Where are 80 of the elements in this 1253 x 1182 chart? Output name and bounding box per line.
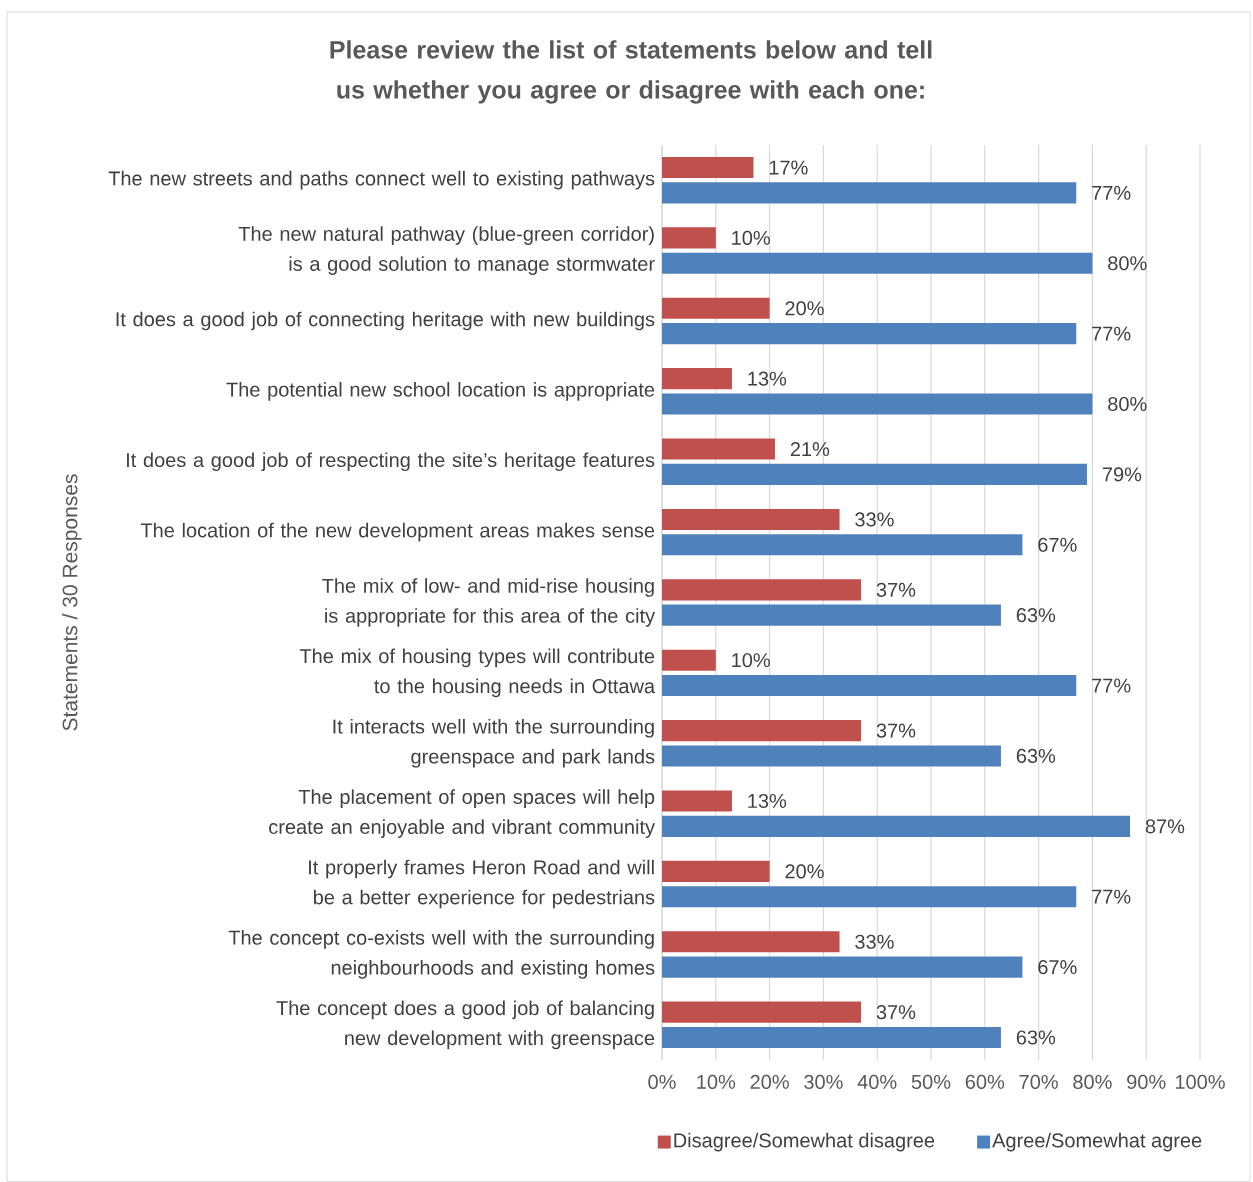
x-tick-label: 40% — [857, 1074, 897, 1090]
data-label: 13% — [748, 371, 787, 386]
data-label: 77% — [1092, 678, 1131, 693]
data-label: 37% — [876, 1005, 916, 1020]
y-tick-label: The new streets and paths connect well to existing pathways — [108, 170, 655, 190]
bar — [662, 745, 1001, 767]
x-tick-label: 100% — [1175, 1074, 1225, 1090]
data-label: 21% — [790, 442, 830, 457]
data-label: 79% — [1102, 467, 1142, 482]
bar — [662, 860, 770, 882]
bar — [662, 931, 840, 953]
x-tick-label: 70% — [1019, 1074, 1058, 1090]
bar — [662, 508, 840, 530]
data-label: 80% — [1108, 396, 1147, 412]
y-tick-label: The potential new school location is appropriate — [226, 382, 655, 401]
bar — [662, 1026, 1001, 1049]
data-label: 37% — [876, 582, 916, 597]
y-tick-label: The mix of housing types will contribute to the housing needs in Ottawa — [299, 648, 656, 698]
chart-title: Please review the list of statements below and tell us whether you agree or disagree with each one: — [330, 40, 932, 104]
x-tick-label: 30% — [804, 1074, 843, 1090]
bar — [662, 790, 732, 812]
data-label: 33% — [855, 512, 894, 527]
data-label: 33% — [855, 934, 894, 949]
data-label: 13% — [748, 793, 787, 809]
bar — [662, 1001, 862, 1023]
legend-label: Agree/Somewhat agree — [992, 1132, 1202, 1152]
y-tick-label: The mix of low- and mid-rise housing is appropriate for this area of the city — [322, 578, 656, 627]
x-tick-label: 10% — [697, 1074, 736, 1090]
data-label: 77% — [1092, 326, 1131, 341]
bar — [662, 463, 1088, 485]
x-tick-label: 90% — [1127, 1074, 1166, 1090]
bar — [662, 720, 862, 742]
bar — [662, 438, 775, 460]
x-tick-label: 80% — [1073, 1074, 1112, 1090]
bar — [662, 323, 1077, 345]
data-label: 10% — [732, 230, 770, 245]
x-tick-label: 0% — [648, 1074, 676, 1090]
y-tick-label: It does a good job of connecting heritage with new buildings — [116, 311, 655, 331]
y-tick-label: The new natural pathway (blue-green corridor) is a good solution to manage stormwater — [238, 226, 655, 275]
data-label: 80% — [1108, 256, 1147, 271]
bar — [662, 956, 1023, 978]
y-tick-label: It properly frames Heron Road and will be a better experience for pedestrians — [309, 859, 655, 909]
bar — [662, 368, 732, 390]
data-label: 10% — [732, 653, 770, 668]
data-label: 63% — [1016, 608, 1056, 623]
data-label: 87% — [1145, 819, 1185, 834]
bar — [662, 649, 716, 671]
y-tick-label: The concept does a good job of balancing new development with greenspace — [276, 1000, 655, 1050]
bar — [662, 604, 1001, 626]
y-tick-label: The concept co-exists well with the surrounding neighbourhoods and existing homes — [228, 930, 655, 979]
data-label: 20% — [785, 301, 824, 316]
bar — [662, 252, 1093, 274]
data-label: 37% — [876, 723, 916, 738]
legend-label: Disagree/Somewhat disagree — [674, 1132, 935, 1152]
x-tick-label: 60% — [965, 1074, 1005, 1090]
y-tick-label: It does a good job of respecting the site’s heritage features — [127, 452, 655, 472]
x-tick-label: 20% — [750, 1074, 789, 1090]
data-label: 63% — [1016, 1030, 1056, 1045]
bar — [662, 534, 1023, 556]
y-axis-title: Statements / 30 Responses — [62, 474, 82, 731]
data-label: 77% — [1092, 185, 1131, 200]
data-label: 77% — [1092, 889, 1131, 904]
y-tick-label: The placement of open spaces will help create an enjoyable and vibrant community — [269, 789, 656, 838]
bar — [662, 579, 862, 601]
bar — [662, 227, 716, 249]
bar — [662, 393, 1093, 415]
bar — [662, 674, 1077, 697]
data-label: 17% — [769, 160, 808, 175]
bar — [662, 297, 770, 319]
data-label: 63% — [1016, 748, 1056, 764]
x-tick-label: 50% — [911, 1074, 951, 1090]
y-tick-label: It interacts well with the surrounding greenspace and park lands — [333, 718, 655, 768]
data-label: 67% — [1038, 537, 1077, 552]
data-label: 20% — [785, 864, 824, 879]
bar — [662, 156, 754, 179]
y-tick-label: The location of the new development areas makes sense — [140, 522, 655, 542]
bar — [662, 182, 1077, 204]
bar — [662, 886, 1077, 908]
bar — [662, 815, 1131, 837]
data-label: 67% — [1038, 960, 1077, 975]
